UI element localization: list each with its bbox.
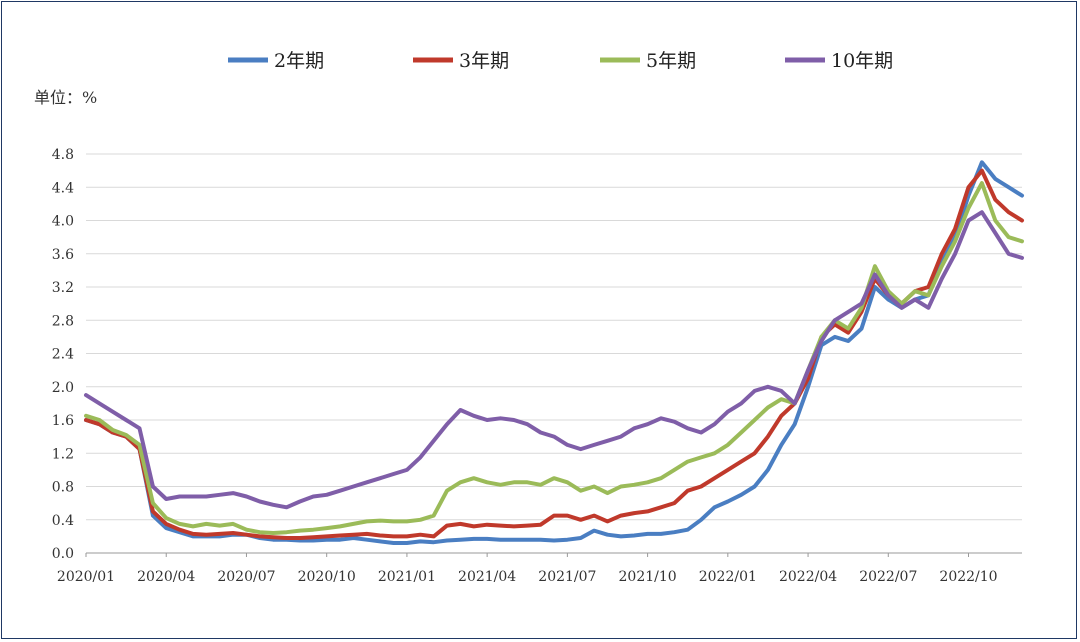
x-tick-label: 2022/07: [859, 569, 917, 585]
x-tick-label: 2022/01: [699, 569, 757, 585]
series-line-0: [84, 160, 1024, 545]
gridlines: [86, 153, 1022, 554]
x-tick-label: 2022/10: [939, 569, 997, 585]
y-tick-label: 0.0: [52, 546, 74, 562]
x-tick-label: 2020/04: [137, 569, 195, 585]
x-tick-label: 2022/04: [779, 569, 837, 585]
legend-label: 5年期: [646, 50, 696, 72]
unit-label: 单位：%: [34, 88, 97, 107]
y-tick-label: 1.2: [52, 446, 74, 462]
y-tick-label: 4.4: [52, 180, 74, 196]
series-line-2: [84, 181, 1024, 535]
series-line-1: [84, 168, 1024, 540]
y-tick-label: 4.8: [52, 147, 74, 163]
x-tick-label: 2020/07: [217, 569, 275, 585]
x-tick-label: 2021/07: [538, 569, 596, 585]
x-axis: 2020/01 2020/04 2020/07 2020/10 2021/01 2021/…: [57, 553, 998, 585]
y-tick-label: 2.8: [52, 313, 74, 329]
x-tick-label: 2021/10: [619, 569, 677, 585]
x-tick-label: 2020/10: [298, 569, 356, 585]
y-tick-label: 1.6: [52, 413, 74, 429]
series-line-3: [84, 210, 1024, 510]
legend-label: 3年期: [459, 50, 509, 72]
y-tick-label: 4.0: [52, 214, 74, 230]
legend-label: 10年期: [831, 50, 893, 72]
y-tick-label: 3.6: [52, 247, 74, 263]
legend: 2年期 3年期 5年期 10年期: [228, 50, 893, 72]
y-tick-label: 2.0: [52, 380, 74, 396]
y-tick-label: 0.4: [52, 513, 74, 529]
x-tick-label: 2021/04: [458, 569, 516, 585]
series-lines: [84, 160, 1024, 545]
y-tick-label: 2.4: [52, 347, 74, 363]
legend-label: 2年期: [274, 50, 324, 72]
x-tick-label: 2021/01: [378, 569, 436, 585]
y-tick-label: 3.2: [52, 280, 74, 296]
x-tick-label: 2020/01: [57, 569, 115, 585]
y-tick-label: 0.8: [52, 480, 74, 496]
y-axis: 0.0 0.4 0.8 1.2 1.6 2.0 2.4 2.8 3.2 3.6 4.0 4.4 4.8: [52, 147, 74, 562]
